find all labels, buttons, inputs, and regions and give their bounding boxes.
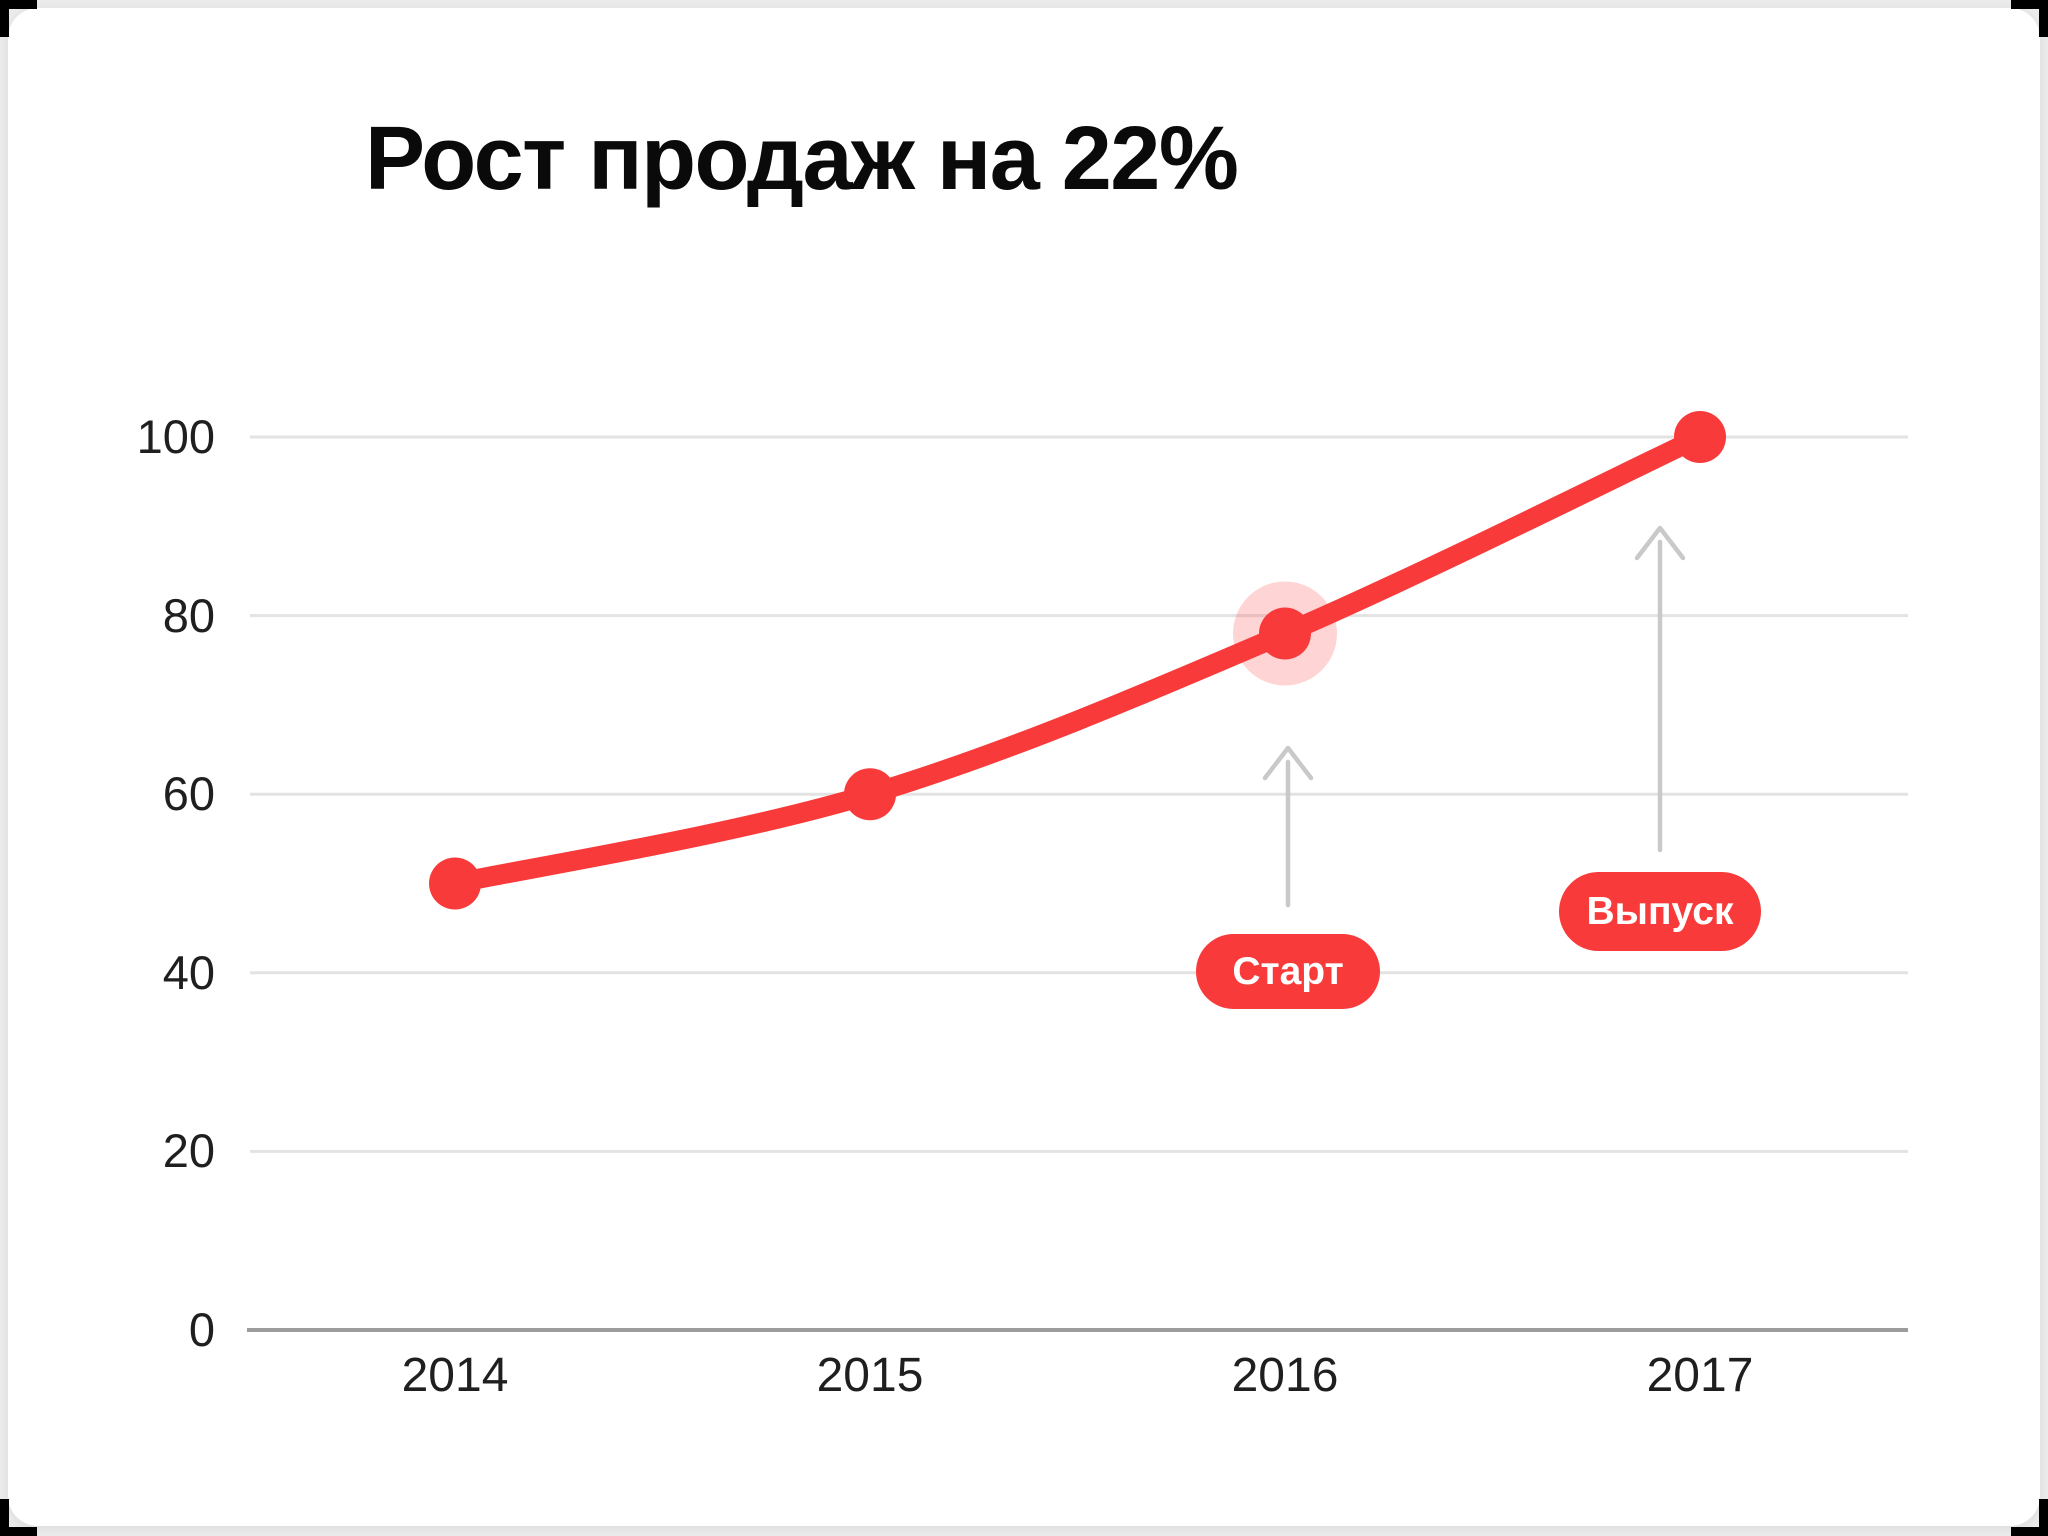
y-tick-20: 20 (162, 1124, 215, 1177)
annotation-pill-release: Выпуск (1559, 872, 1761, 951)
y-tick-0: 0 (188, 1303, 215, 1356)
start-arrow-head-icon (1262, 745, 1314, 781)
slide-card (8, 8, 2040, 1526)
y-tick-80: 80 (162, 589, 215, 642)
annotation-pill-start: Старт (1196, 934, 1380, 1009)
data-point-2017 (1674, 411, 1726, 463)
crop-corner-top-right-icon (2011, 0, 2048, 37)
sales-line (445, 427, 1710, 894)
crop-corner-top-left-icon (0, 0, 37, 37)
data-point-2015 (844, 768, 896, 821)
x-tick-2017: 2017 (1646, 1349, 1754, 1402)
y-tick-100: 100 (136, 410, 215, 463)
release-arrow-head-icon (1634, 525, 1686, 561)
y-tick-60: 60 (162, 767, 215, 820)
x-tick-2016: 2016 (1231, 1349, 1339, 1402)
x-tick-2014: 2014 (401, 1349, 509, 1402)
data-point-2016 (1259, 607, 1311, 660)
y-tick-40: 40 (162, 946, 215, 999)
crop-corner-bottom-right-icon (2011, 1499, 2048, 1536)
x-tick-2015: 2015 (816, 1349, 924, 1402)
annotation-pill-start-label: Старт (1232, 949, 1344, 993)
crop-corner-bottom-left-icon (0, 1499, 37, 1536)
data-point-2014 (429, 857, 481, 910)
annotation-pill-release-label: Выпуск (1586, 889, 1734, 933)
chart-title: Рост продаж на 22% (365, 109, 1239, 209)
